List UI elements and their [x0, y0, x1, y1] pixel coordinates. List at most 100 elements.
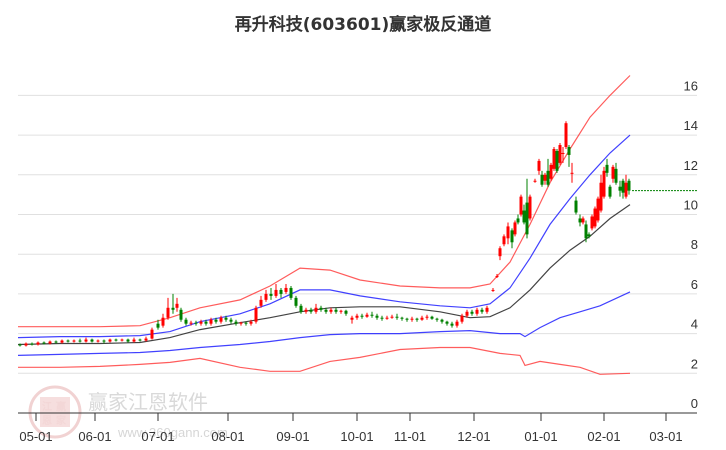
candle [519, 194, 523, 217]
candle [618, 180, 622, 197]
y-tick-label: 0 [691, 396, 698, 411]
candle [510, 228, 514, 249]
candle [194, 320, 198, 326]
candle [264, 289, 268, 302]
candle [144, 336, 148, 342]
candle [329, 307, 333, 314]
y-tick-label: 12 [684, 158, 698, 173]
candle [581, 216, 585, 225]
candle [209, 317, 213, 326]
candle [549, 162, 553, 181]
candle [254, 305, 258, 324]
svg-text:家: 家 [56, 414, 67, 427]
y-tick-label: 10 [684, 198, 698, 213]
candle [516, 214, 520, 225]
candle [309, 307, 313, 314]
candle [339, 309, 343, 314]
x-tick-label: 11-01 [394, 429, 426, 444]
candle [150, 327, 154, 340]
candle [171, 293, 175, 314]
y-tick-label: 4 [691, 317, 698, 332]
x-tick-label: 05-01 [19, 429, 52, 444]
candle [360, 313, 364, 319]
candle [66, 339, 70, 343]
candle [611, 164, 615, 183]
candle [132, 337, 136, 343]
candle [60, 339, 64, 344]
channel-bands [17, 75, 631, 375]
candle [435, 317, 439, 322]
x-tick-label: 09-01 [276, 429, 309, 444]
candle [624, 174, 628, 199]
candle [179, 307, 183, 322]
candle [502, 234, 506, 247]
candle [156, 319, 160, 330]
candle [299, 303, 303, 314]
watermark: 江 赢 恩 家 赢家江恩软件 www.360gann.com [28, 385, 228, 440]
candle [450, 321, 454, 328]
candle [584, 220, 588, 243]
y-tick-label: 8 [691, 237, 698, 252]
inner-lower-band-line [17, 291, 631, 356]
candle [184, 317, 188, 326]
candle [528, 194, 532, 221]
candle [324, 307, 328, 314]
candle [587, 232, 591, 239]
candle [204, 319, 208, 326]
mid-line-line [17, 204, 631, 346]
candle [274, 283, 278, 298]
candle [229, 317, 233, 324]
candle [574, 196, 578, 215]
candle [36, 341, 40, 346]
candle [390, 314, 394, 319]
candle [166, 297, 170, 320]
candle [533, 178, 537, 183]
candle [138, 338, 142, 342]
x-tick-label: 12-01 [457, 429, 490, 444]
candle [561, 147, 565, 163]
candle [599, 174, 603, 213]
candle [430, 315, 434, 320]
candle [350, 315, 354, 324]
candle [370, 311, 374, 318]
candle [470, 309, 474, 316]
candle [420, 315, 424, 321]
chart-title: 再升科技(603601)赢家极反通道 [234, 15, 492, 35]
watermark-brand: 赢家江恩软件 [88, 390, 208, 414]
candle [48, 340, 52, 345]
candle [555, 148, 559, 173]
candle [279, 287, 283, 298]
inner-upper-band-line [17, 134, 631, 339]
candle [102, 339, 106, 344]
candle [314, 303, 318, 314]
candle [460, 313, 464, 324]
candle [522, 204, 526, 225]
x-tick-label: 03-01 [649, 429, 682, 444]
candle [596, 196, 600, 223]
candle [24, 342, 28, 347]
candle [219, 315, 223, 324]
outer-lower-band-line [18, 346, 631, 375]
candle [537, 158, 541, 175]
candle [18, 343, 22, 347]
candle [513, 220, 517, 237]
candle [259, 295, 263, 308]
candle [108, 338, 112, 343]
y-tick-label: 14 [684, 118, 698, 133]
candle [380, 315, 384, 321]
candle [543, 172, 547, 185]
candle [72, 339, 76, 343]
candle [506, 222, 510, 245]
svg-text:恩: 恩 [42, 415, 52, 427]
candle [465, 309, 469, 318]
candlesticks [18, 121, 631, 347]
candle [440, 318, 444, 324]
candle [540, 170, 544, 187]
x-tick-label: 07-01 [141, 429, 174, 444]
x-tick-label: 08-01 [211, 429, 244, 444]
candle [567, 145, 571, 167]
candle [498, 246, 502, 261]
candle [602, 166, 606, 199]
outer-upper-band-line [18, 75, 631, 328]
